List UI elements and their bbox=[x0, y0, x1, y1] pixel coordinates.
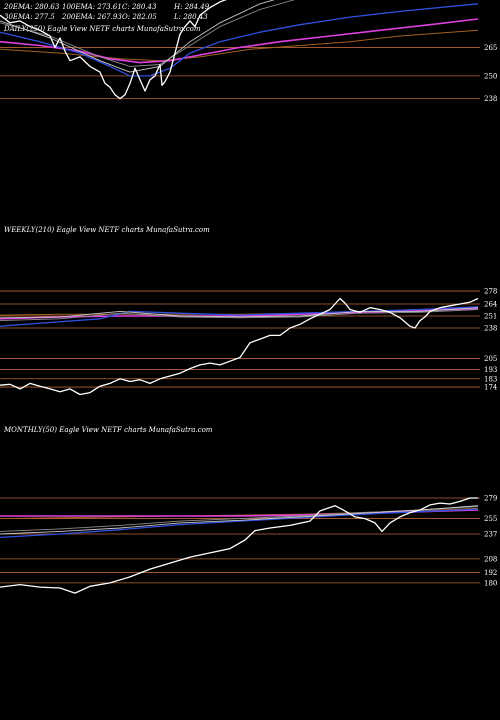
weekly-price-line bbox=[0, 297, 479, 396]
weekly-ytick-label: 193 bbox=[484, 366, 497, 374]
monthly-ytick-label: 208 bbox=[484, 555, 497, 563]
monthly-ytick-label: 192 bbox=[484, 569, 497, 577]
daily-ytick-label: 250 bbox=[484, 72, 497, 80]
info-close: C: 280.43 bbox=[122, 3, 157, 11]
daily-panel: 265 250 238 bbox=[0, 0, 497, 103]
monthly-ema100-line bbox=[0, 508, 479, 539]
monthly-ytick-label: 180 bbox=[484, 579, 497, 587]
weekly-ytick-label: 183 bbox=[484, 375, 497, 383]
daily-ema30-line bbox=[0, 0, 295, 67]
monthly-panel-title: MONTHLY(50) Eagle View NETF charts Munaf… bbox=[4, 426, 213, 434]
info-row-2: 30EMA: 277.5 200EMA: 267.93O: 282.05 L: 28… bbox=[4, 13, 208, 22]
weekly-ytick-label: 174 bbox=[484, 384, 498, 392]
weekly-ema20-line bbox=[0, 307, 479, 319]
daily-panel-title: DAILY(250) Eagle View NETF charts Munafa… bbox=[4, 25, 201, 33]
info-ema20: 20EMA: 280.63 bbox=[4, 3, 60, 11]
monthly-extra-line bbox=[0, 507, 479, 520]
weekly-panel-title: WEEKLY(210) Eagle View NETF charts Munaf… bbox=[4, 226, 210, 234]
monthly-price-line bbox=[0, 497, 478, 594]
info-low: L: 280.43 bbox=[174, 13, 208, 21]
monthly-ytick-label: 279 bbox=[484, 495, 497, 503]
monthly-ema30-line bbox=[0, 506, 479, 532]
info-ema100: 100EMA: 273.61 bbox=[62, 3, 122, 11]
weekly-ytick-label: 205 bbox=[484, 355, 497, 363]
weekly-ema100-line bbox=[0, 306, 479, 327]
weekly-ytick-label: 251 bbox=[484, 313, 497, 321]
info-open: O: 282.05 bbox=[122, 13, 157, 21]
daily-ytick-label: 238 bbox=[484, 95, 497, 103]
monthly-ytick-label: 237 bbox=[484, 531, 497, 539]
monthly-panel: 279 255 237 208 192 180 bbox=[0, 495, 497, 594]
info-high: H: 284.49 bbox=[174, 3, 210, 11]
monthly-ytick-label: 255 bbox=[484, 515, 497, 523]
weekly-ytick-label: 264 bbox=[484, 301, 498, 309]
daily-ytick-label: 265 bbox=[484, 44, 497, 52]
weekly-ema30-line bbox=[0, 309, 479, 322]
info-row-1: 20EMA: 280.63 100EMA: 273.61C: 280.43 H: 2… bbox=[4, 3, 209, 12]
weekly-ytick-label: 278 bbox=[484, 288, 497, 296]
daily-ema200-line bbox=[0, 18, 479, 64]
daily-ema100-line bbox=[0, 3, 479, 77]
info-ema200: 200EMA: 267.93 bbox=[62, 13, 122, 21]
info-ema30: 30EMA: 277.5 bbox=[4, 13, 55, 21]
monthly-ema20-line bbox=[0, 505, 479, 535]
weekly-ytick-label: 238 bbox=[484, 325, 497, 333]
daily-price-line bbox=[0, 0, 227, 100]
daily-ema20-line bbox=[0, 0, 275, 73]
